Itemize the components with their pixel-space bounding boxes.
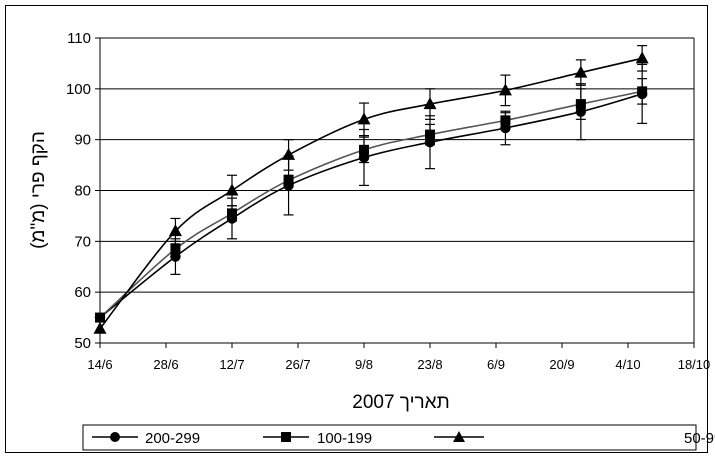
xtick-label-20-9: 20/9 <box>549 357 574 372</box>
legend-label-50-99: מס פירות לעץ: 50-99 <box>684 430 715 447</box>
point-triangle-50-99 <box>635 51 649 64</box>
point-circle-200-299 <box>358 152 370 163</box>
legend-box <box>82 424 697 451</box>
ytick-label-60: 60 <box>74 284 91 301</box>
xtick-label-9-8: 9/8 <box>355 357 373 372</box>
point-square-100-199 <box>500 115 511 126</box>
series-line-200-299 <box>99 93 643 319</box>
legend-label-200-299: 200-299 <box>145 430 200 447</box>
x-axis-title: תאריך 2007 <box>352 392 449 413</box>
ytick-label-50: 50 <box>74 335 91 352</box>
ytick-label-90: 90 <box>74 132 91 149</box>
point-triangle-50-99 <box>225 183 239 196</box>
point-triangle-50-99 <box>282 147 296 160</box>
point-square-100-199 <box>95 312 105 323</box>
legend-entry-50-99: מס פירות לעץ: 50-99 <box>434 430 715 447</box>
xtick-label-28-6: 28/6 <box>153 357 178 372</box>
series-lines <box>99 57 643 330</box>
series-line-50-99 <box>99 57 643 330</box>
point-circle-200-299 <box>170 251 181 262</box>
xtick-label-23-8: 23/8 <box>417 357 442 372</box>
point-square-100-199 <box>575 99 586 110</box>
x-tick-labels: 14/6 28/6 12/7 26/7 9/8 23/8 6/9 20/9 4/10 18/10 <box>87 357 710 372</box>
legend: 200-299 100-199 מס פירות לעץ: 50-99 <box>82 424 715 451</box>
ytick-label-70: 70 <box>74 233 91 250</box>
ytick-label-80: 80 <box>74 183 91 200</box>
square-marker-icon <box>281 432 291 442</box>
point-triangle-50-99 <box>357 112 371 125</box>
point-triangle-50-99 <box>423 97 437 110</box>
ytick-label-100: 100 <box>66 81 91 98</box>
grid-lines <box>100 37 694 344</box>
xtick-label-12-7: 12/7 <box>219 357 244 372</box>
xtick-label-6-9: 6/9 <box>487 357 505 372</box>
y-axis-title: הקף פרי (מ"מ) <box>28 131 49 249</box>
point-square-100-199 <box>359 144 369 155</box>
y-tick-labels: 50 60 70 80 90 100 110 <box>66 30 91 352</box>
point-triangle-50-99 <box>93 321 107 334</box>
point-circle-200-299 <box>500 122 511 134</box>
point-circle-200-299 <box>575 106 587 117</box>
legend-label-100-199: 100-199 <box>317 430 372 447</box>
point-square-100-199 <box>227 208 237 219</box>
chart-frame <box>5 5 708 453</box>
xtick-label-14-6: 14/6 <box>87 357 112 372</box>
point-square-100-199 <box>637 86 648 97</box>
error-bars <box>170 45 648 275</box>
triangle-marker-icon <box>453 431 465 442</box>
point-circle-200-299 <box>424 137 436 148</box>
point-square-100-199 <box>170 243 181 254</box>
legend-entry-100-199: 100-199 <box>263 430 372 447</box>
legend-entry-200-299: 200-299 <box>92 430 200 447</box>
axes <box>95 37 695 348</box>
ytick-label-110: 110 <box>67 30 91 47</box>
point-triangle-50-99 <box>168 224 182 237</box>
series-line-100-199 <box>99 90 643 319</box>
point-triangle-50-99 <box>574 65 588 78</box>
xtick-label-18-10: 18/10 <box>678 357 711 372</box>
circle-marker-icon <box>110 432 120 442</box>
point-square-100-199 <box>283 175 294 186</box>
series-markers <box>93 51 649 334</box>
point-square-100-199 <box>425 129 435 140</box>
xtick-label-4-10: 4/10 <box>615 357 640 372</box>
point-triangle-50-99 <box>498 83 512 96</box>
xtick-label-26-7: 26/7 <box>285 357 310 372</box>
